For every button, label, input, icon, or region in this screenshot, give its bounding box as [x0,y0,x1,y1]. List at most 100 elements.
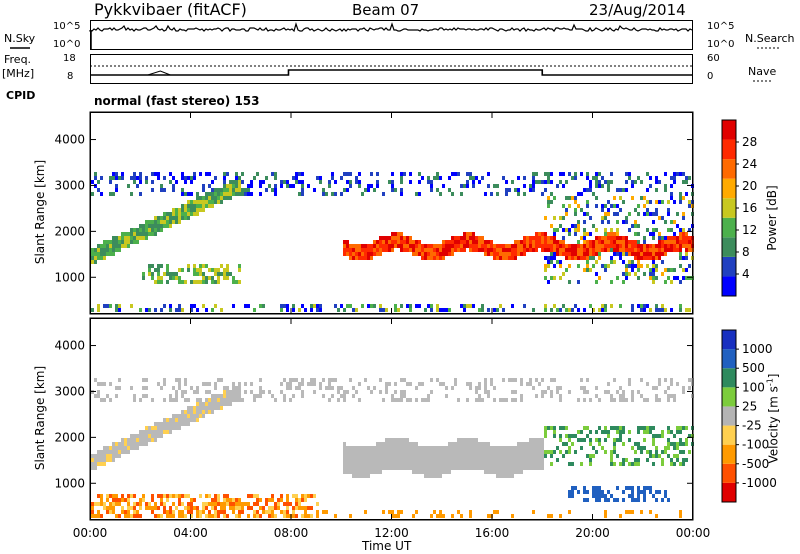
data-cell [682,426,685,430]
data-cell [688,204,691,208]
data-cell [607,208,610,212]
data-cell [529,240,532,244]
data-cell [574,256,577,260]
power-scatter [91,172,694,312]
data-cell [577,490,580,494]
data-cell [502,248,505,252]
data-cell [427,304,430,308]
data-cell [145,220,148,224]
data-cell [124,450,127,454]
data-cell [187,204,190,208]
data-cell [157,382,160,386]
data-cell [619,434,622,438]
data-cell [553,276,556,280]
data-cell [397,466,400,470]
data-cell [343,462,346,466]
data-cell [667,386,670,390]
data-cell [520,454,523,458]
data-cell [355,252,358,256]
data-cell [589,268,592,272]
data-cell [619,386,622,390]
data-cell [655,252,658,256]
data-cell [637,486,640,490]
data-cell [637,256,640,260]
data-cell [358,470,361,474]
data-cell [226,502,229,506]
data-cell [493,466,496,470]
data-cell [379,378,382,382]
data-cell [607,188,610,192]
data-cell [355,462,358,466]
data-cell [418,458,421,462]
data-cell [649,426,652,430]
data-cell [115,176,118,180]
data-cell [646,486,649,490]
data-cell [655,454,658,458]
data-cell [661,304,664,308]
data-cell [403,248,406,252]
data-cell [490,240,493,244]
data-cell [106,248,109,252]
data-cell [370,184,373,188]
data-cell [97,450,100,454]
data-cell [583,252,586,256]
data-cell [307,514,310,518]
data-cell [211,180,214,184]
data-cell [454,240,457,244]
data-cell [592,490,595,494]
data-cell [460,248,463,252]
data-cell [274,506,277,510]
data-cell [619,236,622,240]
data-cell [628,486,631,490]
data-cell [508,252,511,256]
data-cell [163,272,166,276]
data-cell [577,204,580,208]
data-cell [661,260,664,264]
data-cell [502,458,505,462]
data-cell [412,248,415,252]
data-cell [352,308,355,312]
data-cell [184,506,187,510]
data-cell [466,450,469,454]
data-cell [607,382,610,386]
data-cell [643,446,646,450]
data-cell [232,390,235,394]
data-cell [451,248,454,252]
data-cell [442,462,445,466]
data-cell [295,494,298,498]
data-cell [142,394,145,398]
data-cell [193,390,196,394]
data-cell [157,276,160,280]
data-cell [544,256,547,260]
data-cell [118,514,121,518]
data-cell [154,220,157,224]
data-cell [475,176,478,180]
data-cell [478,180,481,184]
data-cell [166,224,169,228]
data-cell [292,494,295,498]
data-cell [532,236,535,240]
data-cell [220,402,223,406]
data-cell [322,188,325,192]
data-cell [166,430,169,434]
data-cell [673,176,676,180]
data-cell [655,180,658,184]
data-cell [586,244,589,248]
data-cell [145,442,148,446]
data-cell [664,184,667,188]
data-cell [124,498,127,502]
data-cell [418,192,421,196]
data-cell [478,454,481,458]
data-cell [253,502,256,506]
data-cell [220,192,223,196]
data-cell [586,390,589,394]
data-cell [364,446,367,450]
data-cell [94,172,97,176]
data-cell [682,268,685,272]
data-cell [595,204,598,208]
data-cell [136,442,139,446]
data-cell [658,216,661,220]
data-cell [580,236,583,240]
data-cell [376,446,379,450]
data-cell [601,240,604,244]
